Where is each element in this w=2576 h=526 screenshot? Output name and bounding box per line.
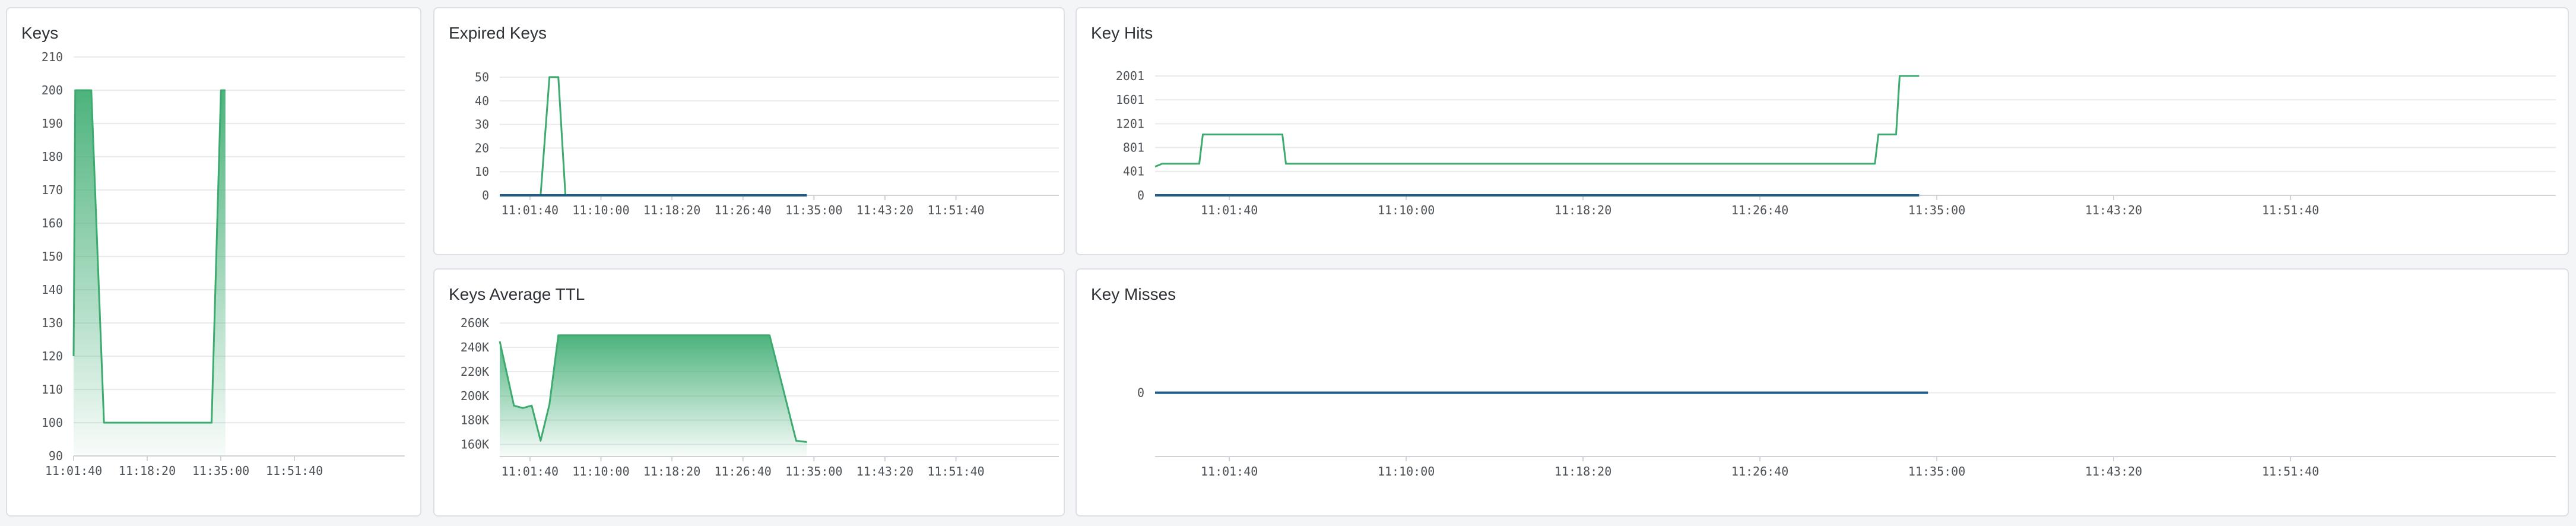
expired-x-tick-label: 11:51:40 [927, 203, 984, 217]
keys-average-ttl-panel: Keys Average TTL 160K 180K 200K 220K 240K 260… [433, 268, 1065, 517]
keys-y-tick-label: 190 [42, 116, 63, 131]
ttl-x-tick-label: 11:51:40 [927, 464, 984, 479]
hits-y-tick-label: 801 [1123, 141, 1144, 155]
keys-y-tick-label: 160 [42, 216, 63, 230]
ttl-x-tick-label: 11:10:00 [572, 464, 629, 479]
keys-average-ttl-panel-title: Keys Average TTL [449, 285, 585, 303]
expired-keys-panel-title: Expired Keys [449, 24, 547, 42]
hits-y-tick-label: 1201 [1116, 116, 1144, 131]
keys-x-tick-label: 11:35:00 [192, 464, 249, 478]
expired-y-tick-label: 50 [475, 70, 489, 84]
expired-y-tick-label: 20 [475, 141, 489, 155]
ttl-x-tick-label: 11:01:40 [502, 464, 559, 479]
ttl-x-tick-label: 11:18:20 [643, 464, 700, 479]
ttl-y-tick-label: 200K [461, 389, 489, 403]
keys-y-tick-label: 150 [42, 249, 63, 264]
keys-y-tick-label: 200 [42, 83, 63, 97]
hits-x-tick-label: 11:01:40 [1201, 203, 1258, 217]
keys-average-ttl-chart: 160K 180K 200K 220K 240K 260K 11:01:40 11:10:00… [461, 316, 1059, 479]
ttl-y-tick-label: 160K [461, 438, 489, 452]
ttl-y-tick-label: 260K [461, 316, 489, 330]
keys-y-tick-label: 120 [42, 349, 63, 363]
key-hits-chart: 0 401 801 1201 1601 2001 11:01:40 11:10:00 11:18… [1116, 69, 2556, 217]
ttl-area-fill [500, 335, 807, 457]
key-hits-panel: Key Hits 0 401 801 1201 1601 2001 11:01:40 11:1… [1076, 7, 2569, 255]
hits-y-tick-label: 1601 [1116, 93, 1144, 107]
hits-x-tick-label: 11:26:40 [1731, 203, 1788, 217]
keys-y-tick-label: 180 [42, 150, 63, 164]
expired-y-tick-label: 0 [482, 188, 489, 202]
expired-x-tick-label: 11:18:20 [643, 203, 700, 217]
keys-y-tick-label: 170 [42, 183, 63, 197]
ttl-y-tick-label: 180K [461, 413, 489, 427]
key-misses-chart: 0 11:01:40 11:10:00 11:18:20 11:26:40 11:35:0… [1137, 386, 2556, 479]
ttl-series-ttl [499, 334, 807, 443]
ttl-y-tick-label: 240K [461, 340, 489, 354]
keys-x-tick-label: 11:51:40 [266, 464, 323, 478]
keys-y-tick-label: 140 [42, 283, 63, 297]
ttl-y-tick-label: 220K [461, 365, 489, 379]
key-misses-panel: Key Misses 0 11:01:40 11:10:00 11:18:20 11:2… [1076, 268, 2569, 517]
expired-x-tick-label: 11:26:40 [715, 203, 772, 217]
key-misses-panel-title: Key Misses [1091, 285, 1176, 303]
keys-series-keys [72, 89, 226, 424]
misses-x-tick-label: 11:10:00 [1378, 464, 1435, 479]
hits-y-tick-label: 401 [1123, 164, 1144, 179]
hits-x-tick-label: 11:35:00 [1908, 203, 1965, 217]
expired-x-tick-label: 11:01:40 [502, 203, 559, 217]
hits-x-tick-label: 11:43:20 [2085, 203, 2142, 217]
keys-y-tick-label: 110 [42, 382, 63, 397]
keys-x-tick-label: 11:01:40 [45, 464, 102, 478]
key-hits-panel-title: Key Hits [1091, 24, 1153, 42]
ttl-x-tick-label: 11:26:40 [715, 464, 772, 479]
expired-keys-panel: Expired Keys 0 10 20 30 40 50 11:01:40 11:10:00… [433, 7, 1065, 255]
misses-x-tick-label: 11:01:40 [1201, 464, 1258, 479]
expired-y-tick-label: 10 [475, 164, 489, 179]
expired-x-tick-label: 11:35:00 [785, 203, 842, 217]
hits-x-tick-label: 11:10:00 [1378, 203, 1435, 217]
keys-y-tick-label: 100 [42, 416, 63, 430]
misses-x-tick-label: 11:18:20 [1555, 464, 1611, 479]
misses-y-tick-label: 0 [1137, 386, 1144, 400]
expired-keys-chart: 0 10 20 30 40 50 11:01:40 11:10:00 11:18:20 11:26… [475, 70, 1059, 217]
keys-y-tick-label: 90 [49, 449, 63, 463]
expired-y-tick-label: 40 [475, 94, 489, 108]
misses-x-tick-label: 11:51:40 [2262, 464, 2319, 479]
keys-y-tick-label: 130 [42, 316, 63, 330]
keys-y-tick-label: 210 [42, 50, 63, 64]
ttl-x-tick-label: 11:43:20 [856, 464, 913, 479]
misses-x-tick-label: 11:35:00 [1908, 464, 1965, 479]
hits-x-tick-label: 11:18:20 [1555, 203, 1611, 217]
expired-x-tick-label: 11:10:00 [572, 203, 629, 217]
keys-area-fill [74, 90, 226, 456]
hits-series-hits [1154, 75, 1920, 168]
expired-y-tick-label: 30 [475, 118, 489, 132]
ttl-x-tick-label: 11:35:00 [785, 464, 842, 479]
expired-x-tick-label: 11:43:20 [856, 203, 913, 217]
hits-x-tick-label: 11:51:40 [2262, 203, 2319, 217]
misses-x-tick-label: 11:26:40 [1731, 464, 1788, 479]
keys-panel: Keys 90 100 110 120 130 140 150 160 170 180 190 200… [6, 7, 421, 517]
hits-y-tick-label: 0 [1137, 188, 1144, 202]
keys-chart: 90 100 110 120 130 140 150 160 170 180 190 200 210 11… [42, 50, 405, 478]
misses-x-tick-label: 11:43:20 [2085, 464, 2142, 479]
keys-x-tick-label: 11:18:20 [119, 464, 176, 478]
keys-panel-title: Keys [21, 24, 59, 42]
expired-series-expired [500, 76, 807, 197]
hits-y-tick-label: 2001 [1116, 69, 1144, 83]
